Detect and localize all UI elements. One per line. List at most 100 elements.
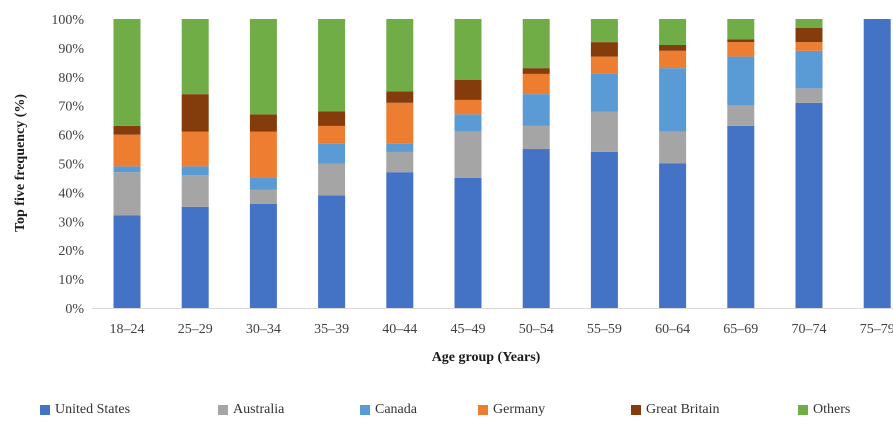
bar-segment-australia (659, 131, 687, 164)
bar-segment-others (113, 19, 141, 126)
legend-item: Others (798, 398, 850, 422)
bar-segment-great-britain (113, 125, 141, 135)
bar-segment-others (454, 19, 482, 80)
bar-stack (181, 19, 209, 308)
x-tick-label: 60–64 (655, 322, 690, 337)
x-tick-label: 40–44 (382, 322, 417, 337)
y-tick-label: 80% (58, 71, 84, 86)
bar-segment-germany (454, 99, 482, 115)
bar-segment-united-states (318, 195, 346, 308)
bar-stack (113, 19, 141, 308)
bar-segment-great-britain (386, 91, 414, 103)
legend-label: United States (55, 402, 131, 417)
legend-label: Canada (375, 402, 417, 417)
bar-segment-great-britain (727, 39, 755, 43)
bar-segment-great-britain (659, 45, 687, 51)
bar-stack (795, 19, 823, 308)
bar-stack (249, 19, 277, 308)
legend-item: Australia (218, 398, 284, 422)
bar-segment-united-states (181, 206, 209, 308)
bar-segment-australia (795, 88, 823, 103)
bar-stack (727, 19, 755, 309)
legend-swatch (798, 405, 808, 415)
bar-segment-canada (113, 166, 141, 173)
bar-segment-great-britain (318, 111, 346, 126)
x-tick-label: 25–29 (178, 322, 213, 337)
bar-segment-germany (522, 73, 550, 95)
bar-segment-great-britain (249, 114, 277, 132)
bar-segment-germany (181, 131, 209, 167)
legend-label: Australia (233, 402, 285, 417)
x-tick-label: 70–74 (792, 322, 827, 337)
bar-stack (863, 19, 891, 308)
bar-segment-germany (318, 125, 346, 144)
bar-segment-australia (454, 131, 482, 178)
legend-swatch (360, 405, 370, 415)
bar-segment-germany (727, 42, 755, 57)
bar-segment-others (522, 19, 550, 69)
bar-segment-canada (659, 68, 687, 132)
x-tick-label: 65–69 (723, 322, 758, 337)
bar-segment-canada (795, 50, 823, 89)
legend-item: Great Britain (631, 398, 719, 422)
legend: United States Australia Canada Germany Great… (0, 398, 893, 422)
y-tick-label: 70% (58, 100, 84, 115)
bar-segment-united-states (863, 19, 891, 308)
bar-segment-australia (590, 111, 618, 152)
y-axis-title: Top five frequency (%) (13, 94, 28, 232)
x-tick-label: 30–34 (246, 322, 281, 337)
bar-segment-australia (727, 105, 755, 126)
bar-segment-great-britain (590, 42, 618, 57)
bar-stack (590, 19, 618, 308)
x-tick-label: 45–49 (451, 322, 486, 337)
bar-segment-australia (181, 175, 209, 207)
legend-swatch (40, 405, 50, 415)
y-tick-label: 90% (58, 42, 84, 57)
bar-stack (659, 19, 687, 308)
y-tick-label: 20% (58, 244, 84, 259)
bar-segment-great-britain (522, 68, 550, 74)
bar-segment-australia (318, 163, 346, 196)
bar-segment-united-states (522, 149, 550, 308)
bar-segment-great-britain (181, 94, 209, 132)
x-tick-label: 35–39 (314, 322, 349, 337)
x-tick-label: 75–79 (860, 322, 893, 337)
bar-segment-united-states (590, 151, 618, 308)
x-axis: 18–24 25–29 30–34 35–39 40–44 45–49 50–54 55–59… (92, 308, 893, 337)
bar-stack (454, 19, 482, 308)
y-tick-label: 60% (58, 129, 84, 144)
y-tick-label: 40% (58, 186, 84, 201)
bar-segment-canada (522, 94, 550, 126)
bar-segment-others (795, 19, 823, 28)
bar-segment-united-states (249, 203, 277, 308)
x-axis-title: Age group (Years) (432, 350, 541, 365)
y-tick-label: 10% (58, 273, 84, 288)
bar-segment-united-states (113, 215, 141, 308)
bar-segment-germany (249, 131, 277, 178)
x-tick-label: 55–59 (587, 322, 622, 337)
legend-item: United States (40, 398, 130, 422)
bar-segment-germany (386, 102, 414, 144)
bar-segment-australia (249, 189, 277, 204)
bar-segment-canada (249, 177, 277, 190)
y-tick-label: 100% (51, 13, 84, 28)
x-tick-label: 50–54 (519, 322, 554, 337)
y-tick-label: 30% (58, 215, 84, 230)
bar-stack (386, 19, 414, 308)
legend-item: Germany (478, 398, 545, 422)
bar-segment-great-britain (454, 79, 482, 100)
x-tick-label: 18–24 (110, 322, 145, 337)
bar-segment-canada (454, 114, 482, 132)
bar-segment-others (249, 19, 277, 115)
bar-segment-others (318, 19, 346, 112)
legend-item: Canada (360, 398, 417, 422)
legend-label: Germany (493, 402, 546, 417)
legend-label: Great Britain (646, 402, 720, 417)
bar-segment-canada (318, 143, 346, 164)
y-tick-label: 50% (58, 158, 84, 173)
bar-segment-australia (113, 172, 141, 216)
legend-swatch (478, 405, 488, 415)
bar-segment-germany (795, 42, 823, 51)
bar-segment-australia (522, 125, 550, 150)
bar-segment-canada (727, 56, 755, 106)
